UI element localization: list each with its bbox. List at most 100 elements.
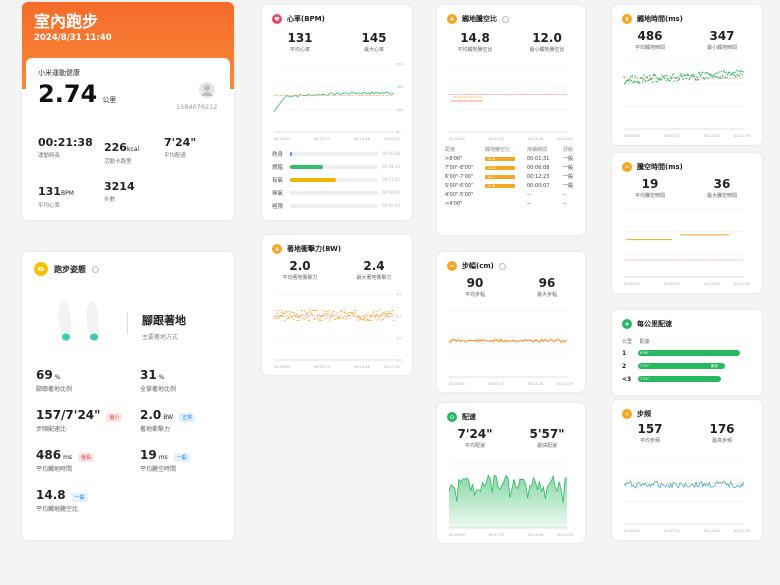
impact-point — [283, 312, 285, 314]
contact-avg-label: 平均觸地時間 — [634, 45, 665, 51]
impact-point — [341, 310, 343, 311]
cadence-avg: 157 — [637, 422, 663, 436]
impact-point — [301, 310, 303, 312]
contact-point — [687, 74, 690, 77]
grade-cell: 一般 — [563, 174, 574, 180]
ratio-bar: 14.8 — [485, 165, 515, 170]
ratio-point — [474, 100, 476, 102]
impact-point — [346, 313, 349, 315]
contact-point — [709, 73, 711, 75]
impact-point — [369, 314, 371, 316]
impact-max-label: 最大著地衝擊力 — [356, 275, 392, 281]
ratio-avg: 14.8 — [460, 31, 490, 45]
impact-title: 著地衝擊力(BW) — [287, 245, 342, 253]
contact-point — [732, 72, 734, 75]
contact-point — [664, 74, 666, 77]
zone-track — [290, 204, 378, 208]
impact-point — [295, 317, 297, 319]
impact-point — [305, 313, 307, 314]
km-number: 2 — [622, 363, 627, 370]
x-tick-label: 00:21:39 — [734, 282, 750, 286]
km-pace-bar: 6'56" — [638, 350, 740, 356]
pace-cell: 4'00"-5'00" — [445, 191, 474, 198]
info-icon[interactable] — [92, 265, 99, 273]
stride-avg-label: 平均步幅 — [464, 292, 485, 298]
status-badge: 偏長 — [78, 453, 95, 462]
zone-time: 00:11:20 — [382, 177, 400, 182]
ratio-bar: 14.8 — [485, 183, 515, 188]
info-icon[interactable] — [502, 15, 509, 23]
impact-point — [320, 320, 323, 321]
impact-point — [390, 313, 393, 315]
x-tick-label: 00:00:00 — [624, 529, 640, 533]
x-tick-label: 00:21:39 — [384, 137, 400, 141]
impact-point — [389, 311, 391, 313]
x-tick-label: 00:07:13 — [488, 533, 504, 537]
impact-point — [360, 318, 363, 320]
contact-point — [627, 79, 630, 81]
stat-steps: 3214 步數 — [104, 180, 135, 203]
avg-pace-value: 7'24" — [164, 136, 197, 149]
impact-point — [373, 310, 375, 312]
impact-point — [327, 313, 329, 315]
contact-point — [652, 75, 654, 77]
zone-fill — [290, 152, 292, 156]
impact-point — [286, 310, 288, 312]
time-cell: -- — [527, 200, 531, 207]
strike-type: 腳跟著地 — [142, 314, 186, 327]
contact-point — [646, 76, 648, 78]
impact-point — [318, 314, 320, 316]
calories-value: 226 — [104, 141, 127, 154]
impact-point — [338, 316, 340, 318]
contact-point — [696, 76, 698, 78]
contact-point — [705, 77, 707, 79]
ratio-point — [479, 100, 481, 102]
impact-point — [302, 314, 304, 316]
ratio-header: 觸地騰空比 — [447, 14, 509, 24]
flight-max: 36 — [713, 177, 731, 191]
contact-point — [643, 74, 645, 76]
impact-point — [386, 312, 389, 314]
posture-stat-label: 平均騰空時間 — [140, 466, 177, 473]
impact-point — [382, 312, 385, 314]
distance-value: 2.74 公里 — [38, 80, 116, 108]
flight-title: 騰空時間(ms) — [637, 163, 683, 171]
impact-point — [382, 318, 384, 320]
impact-point — [318, 319, 321, 321]
contact-point — [725, 72, 727, 74]
contact-point — [691, 74, 693, 76]
impact-point — [328, 319, 331, 321]
impact-point — [280, 309, 283, 311]
contact-point — [697, 78, 699, 81]
summary-inner: 小米運動健康 2.74 公里 1584076212 00:21:38 運動時長 … — [26, 58, 230, 218]
impact-point — [334, 318, 336, 320]
ratio-title: 觸地騰空比 — [462, 15, 497, 23]
impact-max: 2.4 — [363, 259, 385, 273]
x-tick-label: 00:00:00 — [449, 533, 465, 537]
info-icon[interactable] — [498, 262, 506, 270]
avatar[interactable] — [199, 82, 215, 98]
contact-point — [740, 72, 742, 75]
contact-point — [717, 72, 719, 74]
ratio-point — [471, 96, 473, 98]
contact-point — [654, 74, 657, 77]
time-cell: -- — [527, 191, 531, 198]
contact-point — [687, 73, 689, 75]
column-header: 觸地騰空比 — [485, 147, 511, 153]
posture-title: 跑步姿態 — [54, 264, 86, 274]
posture-stat-label: 步頻配速比 — [36, 426, 67, 433]
km-col1: 公里 — [622, 339, 633, 345]
impact-point — [320, 315, 322, 317]
posture-stat-label: 著地衝擊力 — [140, 426, 171, 433]
impact-point — [385, 313, 387, 315]
pace-cell: 6'00"-7'00" — [445, 173, 474, 180]
contact-point — [628, 80, 630, 82]
y-tick-label: 1.0 — [396, 337, 402, 341]
pace-card: 配速 7'24" 平均配速 5'57" 最快配速 00:00:00 00:07:1… — [437, 403, 585, 543]
impact-point — [274, 318, 277, 319]
impact-point — [340, 310, 343, 312]
contact-point — [699, 75, 702, 77]
impact-point — [326, 311, 328, 313]
contact-point — [655, 80, 657, 83]
ratio-avg-label: 平均觸地騰空比 — [457, 47, 493, 53]
